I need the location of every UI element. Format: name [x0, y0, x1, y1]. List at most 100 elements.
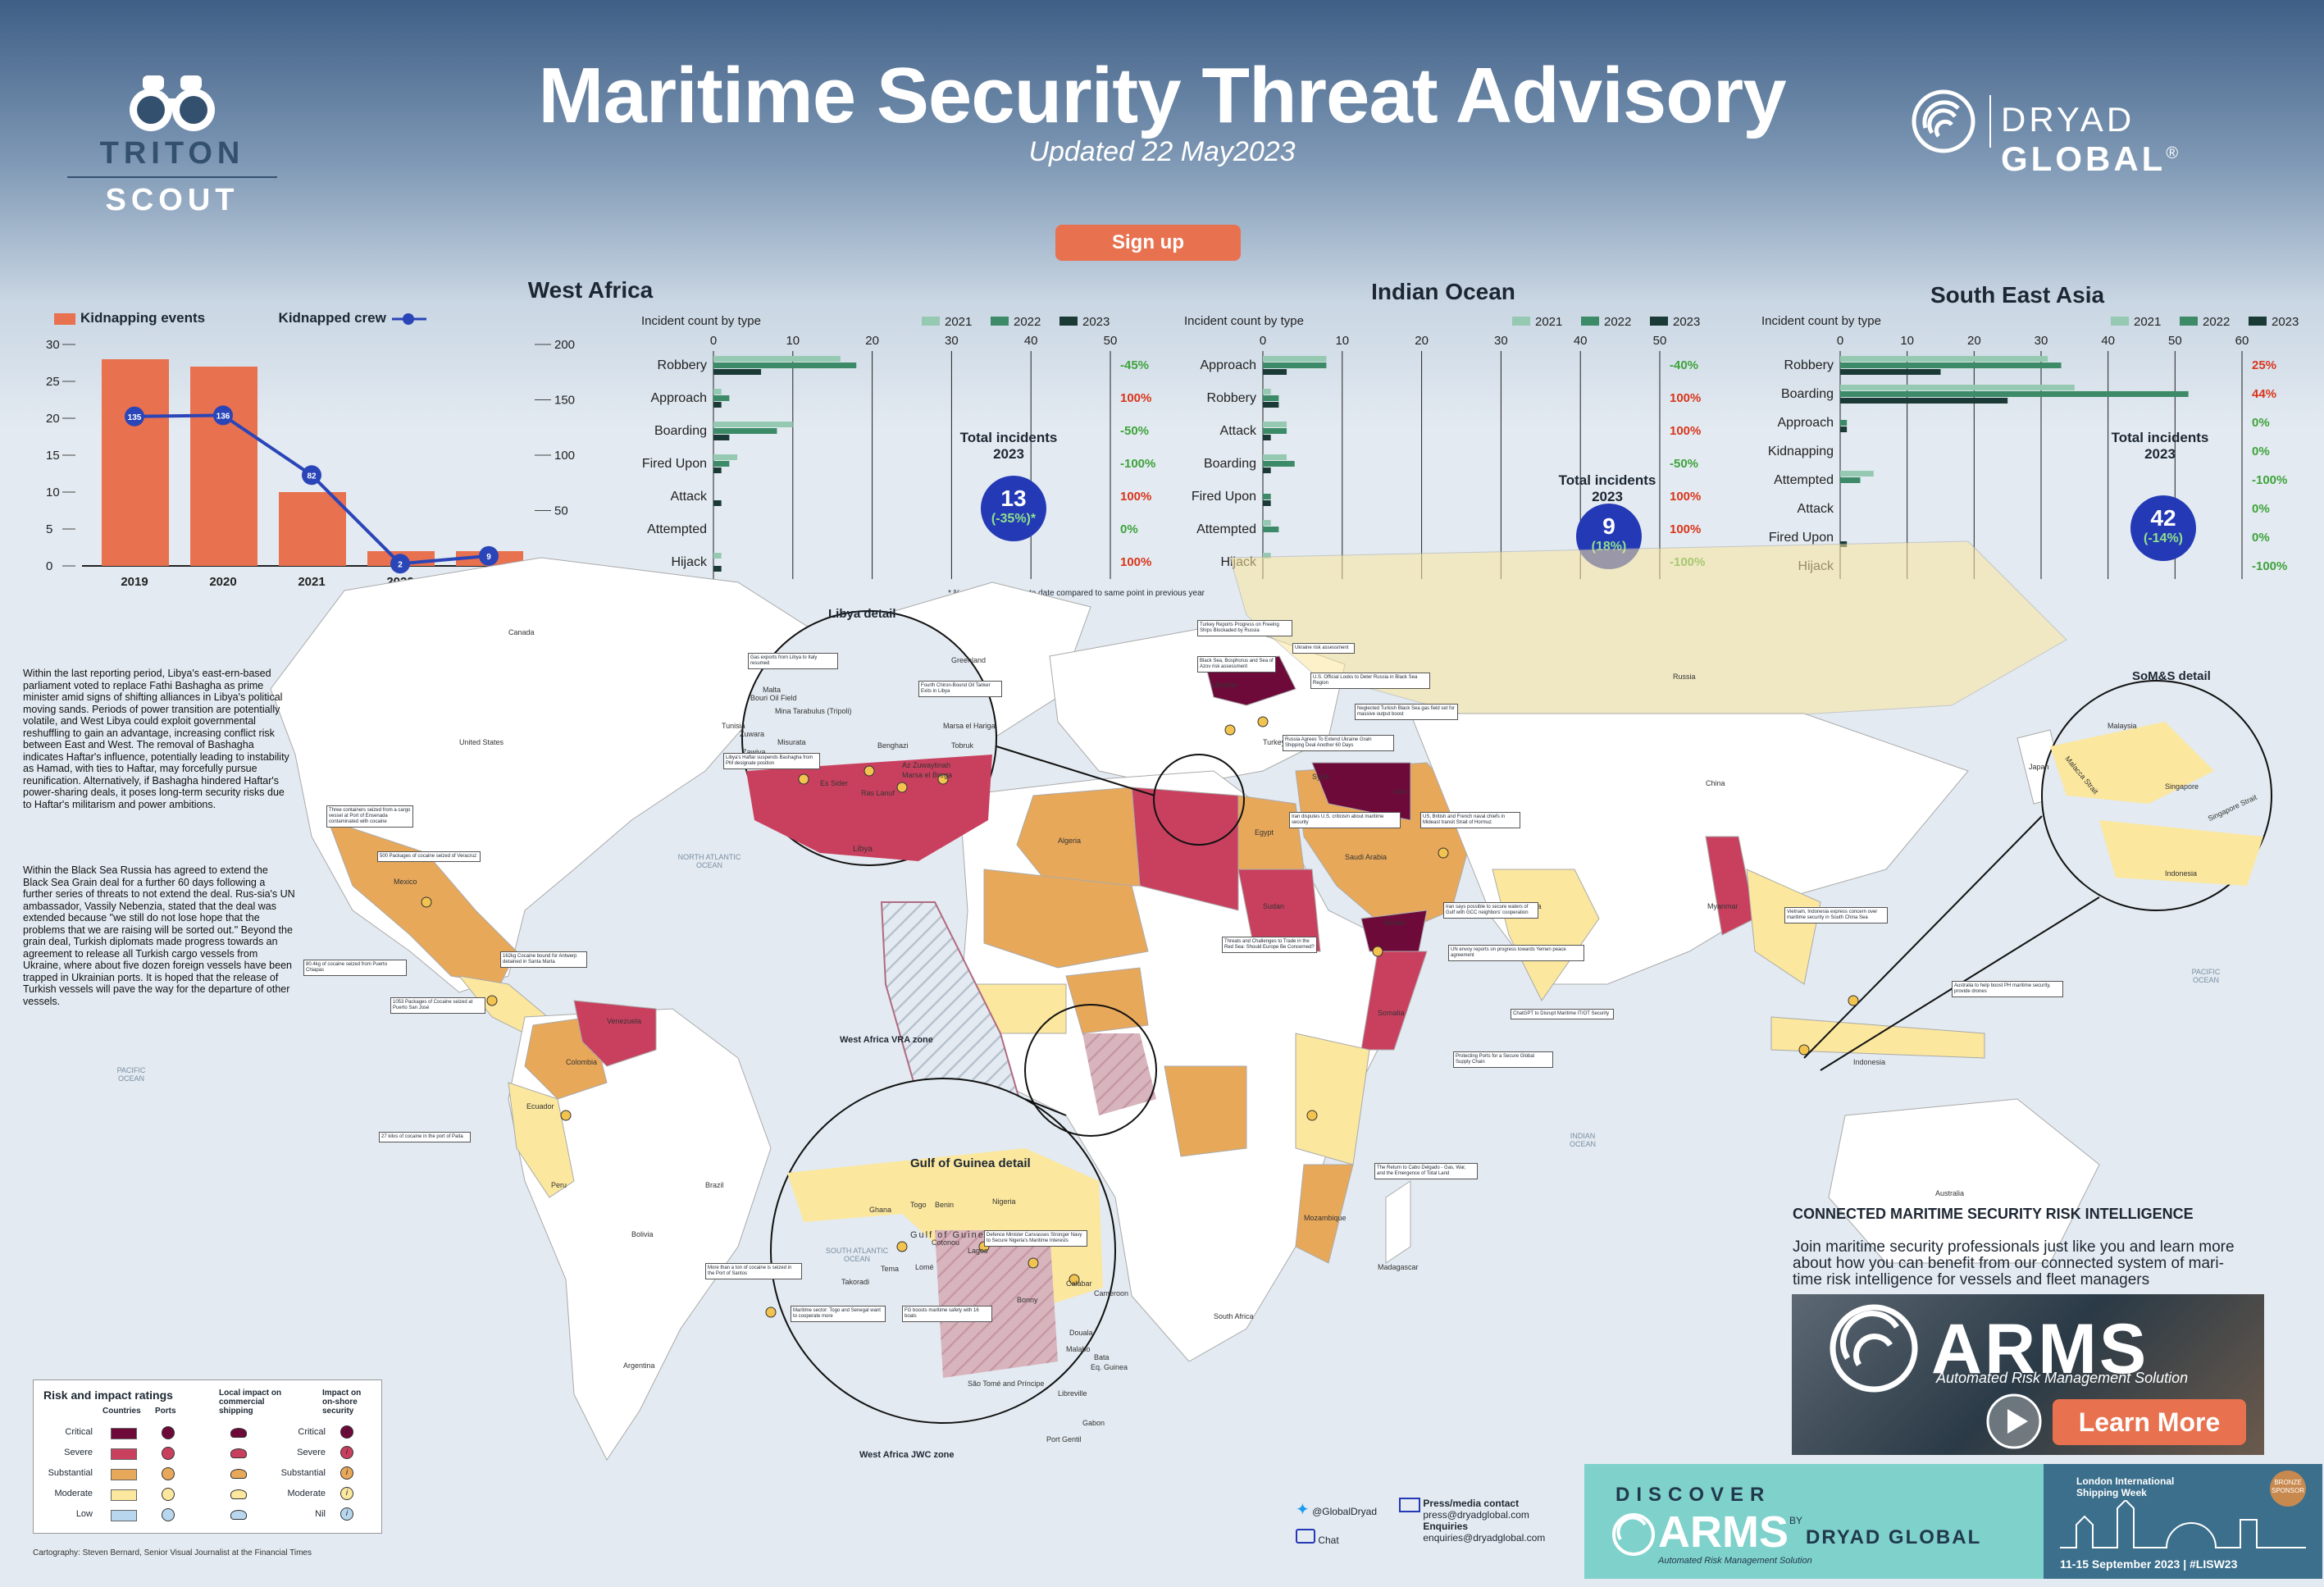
legend-row: Severe Severe i: [34, 1445, 381, 1462]
banner-discover: DISCOVER: [1615, 1484, 1771, 1506]
category-label: Hijack: [671, 555, 708, 569]
category-label: Fired Upon: [1769, 531, 1834, 545]
news-note[interactable]: The Return to Cabo Delgado - Gas, War, a…: [1374, 1163, 1478, 1179]
incident-bar: [713, 369, 762, 375]
news-note[interactable]: Libya's Haftar suspends Bashagha from PM…: [723, 753, 820, 769]
incident-bar: [713, 553, 722, 559]
discover-arms-banner[interactable]: DISCOVER ARMS BY DRYAD GLOBAL Automated …: [1584, 1464, 2322, 1579]
page-subtitle: Updated 22 May2023: [1028, 136, 1296, 167]
madagascar-shape: [1385, 1180, 1411, 1264]
y-tick-label-left: 5: [46, 522, 52, 536]
news-note[interactable]: 1053 Packages of Cocaine seized at Puert…: [390, 997, 485, 1014]
news-note[interactable]: Iran disputes U.S. criticism about marit…: [1289, 812, 1401, 828]
label-libreville: Libreville: [1058, 1389, 1087, 1398]
y-tick-label-left: 15: [46, 449, 60, 463]
news-note[interactable]: 162kg Cocaine bound for Antwerp detained…: [500, 951, 587, 968]
news-note[interactable]: U.S. Official Looks to Deter Russia in B…: [1310, 673, 1430, 689]
year-legend-label: 2021: [2134, 315, 2161, 329]
news-note[interactable]: US, British and French naval chiefs in M…: [1420, 812, 1520, 828]
news-note[interactable]: Black Sea, Bosphorus and Sea of Azov ris…: [1197, 656, 1276, 673]
news-note[interactable]: Neglected Turkish Black Sea gas field se…: [1355, 704, 1458, 720]
change-label: -100%: [1120, 457, 1155, 471]
play-icon[interactable]: [1985, 1393, 2043, 1450]
news-note[interactable]: Ukraine risk assessment: [1292, 643, 1355, 654]
incident-bar: [1840, 420, 1848, 426]
triton-scout-logo[interactable]: TRITON SCOUT: [57, 72, 287, 220]
news-note[interactable]: Gas exports from Libya to Italy resumed: [748, 653, 838, 669]
category-label: Approach: [1778, 416, 1834, 430]
sea-total-value: 42: [2150, 505, 2176, 531]
legend-row-label: Low: [75, 1509, 93, 1519]
news-note[interactable]: Defence Minister Canvasses Stronger Navy…: [984, 1230, 1087, 1247]
news-note[interactable]: Fourth Chiron-Bound Oil Tanker Exits in …: [918, 681, 1002, 697]
legend-row-label: Substantial: [48, 1468, 93, 1478]
news-note[interactable]: Protecting Ports for a Secure Global Sup…: [1453, 1051, 1553, 1068]
news-note[interactable]: ChatGPT to Disrupt Maritime IT/OT Securi…: [1511, 1009, 1614, 1019]
incident-bar: [713, 467, 722, 473]
guinea-jwc: [935, 1230, 1058, 1378]
kidnap-line-legend: Kidnapped crew: [278, 310, 386, 326]
news-note[interactable]: UN envoy reports on progress towards Yem…: [1448, 945, 1584, 961]
category-label: Kidnapping: [1768, 445, 1834, 458]
news-note[interactable]: 80.4kg of cocaine seized from Puerto Chi…: [303, 960, 407, 976]
press-label: Press/media contact: [1423, 1498, 1520, 1509]
dryad-global-logo[interactable]: DRYAD GLOBAL®: [1911, 89, 2272, 178]
incident-bar: [713, 500, 722, 506]
libya-detail-title: Libya detail: [828, 607, 896, 621]
label-indonesia: Indonesia: [1853, 1058, 1886, 1066]
change-label: 0%: [1120, 522, 1138, 536]
incident-bar: [1263, 422, 1287, 427]
x-tick-label: 40: [1024, 334, 1038, 348]
sea-total-badge: 42 (-14%): [2130, 495, 2196, 561]
label-sudan: Sudan: [1263, 902, 1285, 910]
soms-leader-line: [1803, 815, 2043, 1059]
news-note[interactable]: More than a ton of cocaine is seized in …: [705, 1263, 802, 1279]
signup-button[interactable]: Sign up: [1055, 225, 1241, 261]
change-label: 100%: [1120, 490, 1151, 504]
news-note[interactable]: Three containers seized from a cargo ves…: [326, 805, 413, 828]
incident-bar: [1263, 553, 1271, 559]
news-note[interactable]: Iran says possible to secure waters of G…: [1443, 902, 1538, 919]
label-libya-country: Libya: [853, 845, 873, 854]
news-note[interactable]: Maritime sector: Togo and Senegal want t…: [791, 1306, 886, 1322]
learn-more-button[interactable]: Learn More: [2053, 1399, 2246, 1445]
incident-subtitle: Incident count by type: [641, 314, 761, 328]
label-bata: Bata: [1094, 1353, 1110, 1361]
legend-ship-icon: [230, 1469, 247, 1479]
arms-subtitle: Automated Risk Management Solution: [1936, 1370, 2189, 1386]
x-tick-label: 30: [2035, 334, 2048, 348]
arms-ad[interactable]: ARMS Automated Risk Management Solution …: [1792, 1294, 2264, 1455]
year-legend-label: 2023: [1082, 315, 1110, 329]
press-row[interactable]: Press/media contact press@dryadglobal.co…: [1399, 1498, 1545, 1544]
world-map[interactable]: [0, 525, 2324, 1476]
news-note[interactable]: 500 Packages of cocaine seized of Veracr…: [377, 851, 481, 862]
legend-local-label: Critical: [298, 1427, 326, 1437]
x-tick-label: 60: [2235, 334, 2249, 348]
twitter-row[interactable]: ✦ @GlobalDryad: [1296, 1499, 1377, 1520]
lisw-dates: 11-15 September 2023 | #LISW23: [2060, 1557, 2238, 1571]
label-nigeria: Nigeria: [992, 1197, 1016, 1206]
news-note[interactable]: 27 kilos of cocaine in the port of Paita: [379, 1132, 471, 1142]
news-note[interactable]: Australia to help boost PH maritime secu…: [1952, 981, 2063, 997]
legend-country-swatch: [111, 1428, 137, 1439]
news-note[interactable]: Threats and Challenges to Trade in the R…: [1222, 937, 1317, 953]
press-email[interactable]: press@dryadglobal.com: [1423, 1509, 1529, 1521]
legend-col-onshore: Impact on on-shore security: [322, 1389, 362, 1416]
chat-row[interactable]: Chat: [1296, 1529, 1339, 1546]
kidnap-bar-legend: Kidnapping events: [80, 310, 206, 326]
category-label: Approach: [651, 391, 708, 405]
label-turkey: Turkey: [1263, 738, 1286, 746]
year-legend-swatch: [2249, 317, 2267, 326]
change-label: 0%: [2252, 502, 2270, 516]
year-legend-label: 2022: [2203, 315, 2230, 329]
mozambique-shape: [1295, 1164, 1354, 1264]
news-note[interactable]: Vietnam, Indonesia express concern over …: [1784, 907, 1888, 923]
australia-shape: [1828, 1098, 2100, 1264]
drc-shape: [1164, 1065, 1247, 1157]
news-note[interactable]: Russia Agrees To Extend Ukraine Grain Sh…: [1283, 735, 1394, 751]
news-note[interactable]: Turkey Reports Progress on Freeing Ships…: [1197, 620, 1292, 636]
enquiries-email[interactable]: enquiries@dryadglobal.com: [1423, 1532, 1546, 1544]
news-note[interactable]: FG boosts maritime safety with 16 boats: [902, 1306, 992, 1322]
chat-icon: [1296, 1529, 1315, 1544]
change-label: -45%: [1120, 358, 1149, 372]
